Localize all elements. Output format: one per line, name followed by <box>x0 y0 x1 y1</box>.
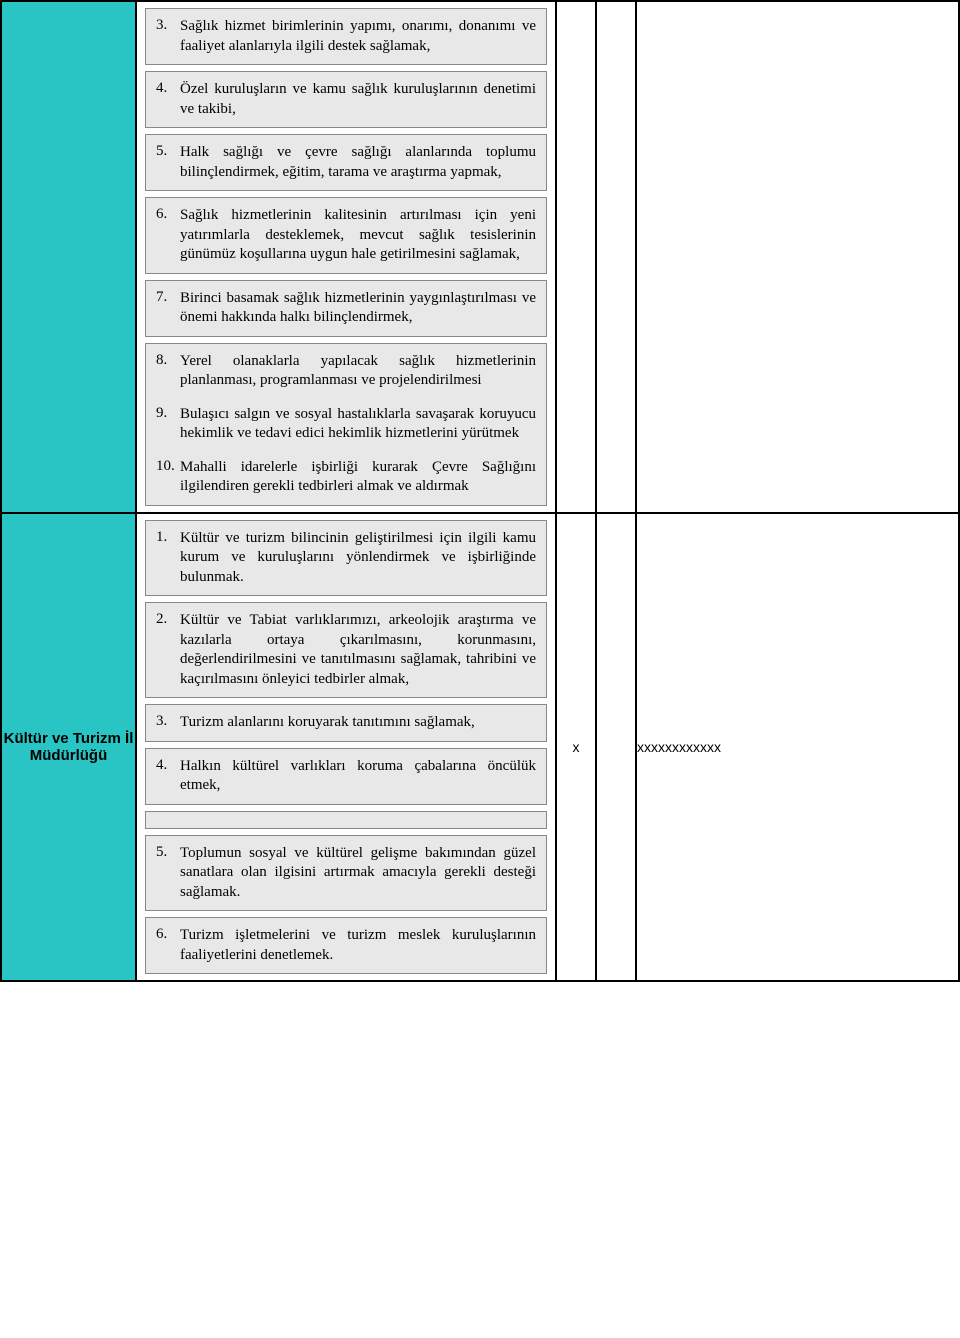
item-number: 7. <box>156 289 180 306</box>
list-item: 6. Turizm işletmelerini ve turizm meslek… <box>156 926 536 965</box>
mark-value: xxxxxxxxxxxx <box>637 739 721 755</box>
item-text: Kültür ve Tabiat varlıklarımızı, arkeolo… <box>180 611 536 689</box>
list-item-box-empty <box>145 811 547 829</box>
main-table: 3. Sağlık hizmet birimlerinin yapımı, on… <box>0 0 960 982</box>
item-number: 4. <box>156 757 180 774</box>
list-item: 4. Halkın kültürel varlıkları koruma çab… <box>156 757 536 796</box>
item-text: Mahalli idarelerle işbirliği kurarak Çev… <box>180 458 536 497</box>
page: 3. Sağlık hizmet birimlerinin yapımı, on… <box>0 0 960 982</box>
item-number: 3. <box>156 17 180 34</box>
list-item-box: 5. Halk sağlığı ve çevre sağlığı alanlar… <box>145 134 547 191</box>
item-number: 4. <box>156 80 180 97</box>
sidebar-label: Kültür ve Turizm İl Müdürlüğü <box>4 730 134 764</box>
list-item-box: 4. Halkın kültürel varlıkları koruma çab… <box>145 748 547 805</box>
item-number: 10. <box>156 458 180 475</box>
item-text: Turizm işletmelerini ve turizm meslek ku… <box>180 926 536 965</box>
item-text: Kültür ve turizm bilincinin geliştirilme… <box>180 529 536 588</box>
item-number: 5. <box>156 844 180 861</box>
list-item-box: 6. Sağlık hizmetlerinin kalitesinin artı… <box>145 197 547 274</box>
item-text: Birinci basamak sağlık hizmetlerinin yay… <box>180 289 536 328</box>
mark-col-3 <box>636 1 959 513</box>
list-item-box: 8. Yerel olanaklarla yapılacak sağlık hi… <box>145 343 547 506</box>
table-row: Kültür ve Turizm İl Müdürlüğü 1. Kültür … <box>1 513 959 982</box>
content-cell-0: 3. Sağlık hizmet birimlerinin yapımı, on… <box>136 1 556 513</box>
item-text: Halk sağlığı ve çevre sağlığı alanlarınd… <box>180 143 536 182</box>
list-item-box: 2. Kültür ve Tabiat varlıklarımızı, arke… <box>145 602 547 698</box>
mark-col-2 <box>596 513 636 982</box>
list-item: 5. Halk sağlığı ve çevre sağlığı alanlar… <box>156 143 536 182</box>
list-item-box: 3. Sağlık hizmet birimlerinin yapımı, on… <box>145 8 547 65</box>
list-item-box: 5. Toplumun sosyal ve kültürel gelişme b… <box>145 835 547 912</box>
item-text: Sağlık hizmet birimlerinin yapımı, onarı… <box>180 17 536 56</box>
list-item-box: 7. Birinci basamak sağlık hizmetlerinin … <box>145 280 547 337</box>
sidebar-cell-1: Kültür ve Turizm İl Müdürlüğü <box>1 513 136 982</box>
item-number: 9. <box>156 405 180 422</box>
item-text: Turizm alanlarını koruyarak tanıtımını s… <box>180 713 536 733</box>
item-text: Halkın kültürel varlıkları koruma çabala… <box>180 757 536 796</box>
item-number: 2. <box>156 611 180 628</box>
sidebar-cell-0 <box>1 1 136 513</box>
mark-col-1: x <box>556 513 596 982</box>
list-item: 1. Kültür ve turizm bilincinin geliştiri… <box>156 529 536 588</box>
content-cell-1: 1. Kültür ve turizm bilincinin geliştiri… <box>136 513 556 982</box>
list-item: 2. Kültür ve Tabiat varlıklarımızı, arke… <box>156 611 536 689</box>
list-item-box: 6. Turizm işletmelerini ve turizm meslek… <box>145 917 547 974</box>
mark-col-1 <box>556 1 596 513</box>
item-text: Özel kuruluşların ve kamu sağlık kuruluş… <box>180 80 536 119</box>
list-item: 4. Özel kuruluşların ve kamu sağlık kuru… <box>156 80 536 119</box>
list-item: 8. Yerel olanaklarla yapılacak sağlık hi… <box>156 352 536 391</box>
list-item: 3. Turizm alanlarını koruyarak tanıtımın… <box>156 713 536 733</box>
item-text: Toplumun sosyal ve kültürel gelişme bakı… <box>180 844 536 903</box>
list-item: 6. Sağlık hizmetlerinin kalitesinin artı… <box>156 206 536 265</box>
list-item-box: 4. Özel kuruluşların ve kamu sağlık kuru… <box>145 71 547 128</box>
table-row: 3. Sağlık hizmet birimlerinin yapımı, on… <box>1 1 959 513</box>
item-text: Sağlık hizmetlerinin kalitesinin artırıl… <box>180 206 536 265</box>
item-number: 5. <box>156 143 180 160</box>
list-item: 10. Mahalli idarelerle işbirliği kurarak… <box>156 458 536 497</box>
item-text: Yerel olanaklarla yapılacak sağlık hizme… <box>180 352 536 391</box>
list-item: 3. Sağlık hizmet birimlerinin yapımı, on… <box>156 17 536 56</box>
item-number: 6. <box>156 206 180 223</box>
item-number: 1. <box>156 529 180 546</box>
item-number: 6. <box>156 926 180 943</box>
mark-col-3: xxxxxxxxxxxx <box>636 513 959 982</box>
list-item-box: 3. Turizm alanlarını koruyarak tanıtımın… <box>145 704 547 742</box>
item-number: 3. <box>156 713 180 730</box>
list-item: 5. Toplumun sosyal ve kültürel gelişme b… <box>156 844 536 903</box>
item-number: 8. <box>156 352 180 369</box>
list-item: 9. Bulaşıcı salgın ve sosyal hastalıklar… <box>156 405 536 444</box>
mark-col-2 <box>596 1 636 513</box>
mark-value: x <box>573 739 580 755</box>
list-item: 7. Birinci basamak sağlık hizmetlerinin … <box>156 289 536 328</box>
item-text: Bulaşıcı salgın ve sosyal hastalıklarla … <box>180 405 536 444</box>
list-item-box: 1. Kültür ve turizm bilincinin geliştiri… <box>145 520 547 597</box>
